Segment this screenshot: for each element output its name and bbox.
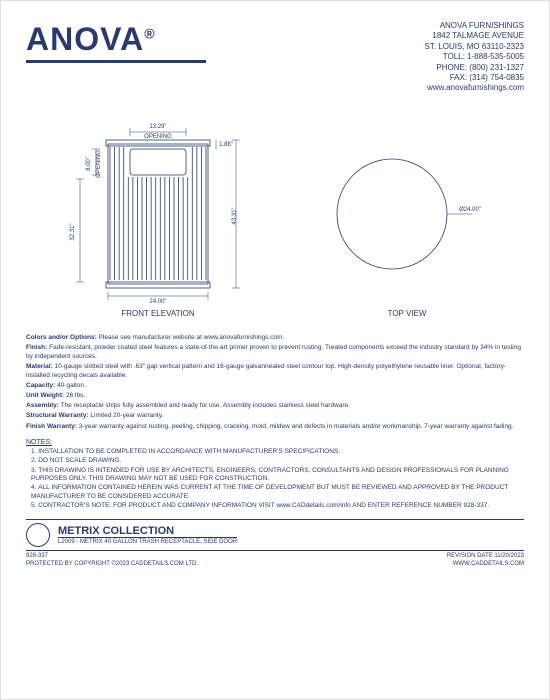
note-1: INSTALLATION TO BE COMPLETED IN ACCORDAN… (26, 448, 524, 456)
top-view: Ø24.00" TOP VIEW (322, 114, 492, 318)
note-3: THIS DRAWING IS INTENDED FOR USE BY ARCH… (26, 467, 524, 484)
front-elevation-label: FRONT ELEVATION (58, 309, 258, 318)
finish-warranty-text: 3-year warranty against rusting, peeling… (77, 423, 513, 430)
fax: FAX: (314) 754-0835 (425, 73, 524, 83)
collection-bar: METRIX COLLECTION L2009 - METRIX 40 GALL… (26, 519, 524, 551)
toll-free: TOLL: 1-888-535-5005 (425, 52, 524, 62)
address-line-2: ST. LOUIS, MO 63110-2323 (425, 42, 524, 52)
caddetails-url: WWW.CADDETAILS.COM (453, 561, 524, 567)
collection-description: L2009 - METRIX 40 GALLON TRASH RECEPTACL… (58, 537, 237, 545)
dim-opening-height: 8.00" (86, 157, 92, 171)
specifications: Colors and/or Options: Please see manufa… (26, 333, 524, 431)
capacity-text: 40-gallon. (55, 382, 85, 389)
material-text: 10-gauge slotted steel with .63" gap ver… (26, 363, 506, 379)
notes-title: NOTES: (26, 439, 524, 446)
top-view-svg: Ø24.00" (322, 114, 492, 304)
struct-warranty-label: Structural Warranty: (26, 412, 89, 419)
notes-list: INSTALLATION TO BE COMPLETED IN ACCORDAN… (26, 448, 524, 511)
finish-label: Finish: (26, 344, 47, 351)
website: www.anovafurnishings.com (425, 83, 524, 93)
revision-date: REVISION DATE 11/20/2023 (447, 553, 524, 559)
front-elevation-svg: 13.29" OPENING 1.88" 43.31" 8.00" OPENIN (58, 114, 258, 304)
dim-opening-label-side: OPENING (96, 150, 102, 178)
logo-text: ANOVA (26, 21, 144, 57)
dim-opening-width: 13.29" (149, 124, 166, 130)
colors-text: Please see manufacturer website at www.a… (97, 334, 285, 341)
collection-circle-icon (26, 523, 50, 547)
front-elevation: 13.29" OPENING 1.88" 43.31" 8.00" OPENIN (58, 114, 258, 318)
colors-label: Colors and/or Options: (26, 334, 97, 341)
footer: 928-337 REVISION DATE 11/20/2023 (26, 553, 524, 559)
struct-warranty-text: Limited 20-year warranty. (89, 412, 164, 419)
note-2: DO NOT SCALE DRAWING. (26, 457, 524, 465)
finish-warranty-label: Finish Warranty: (26, 423, 77, 430)
company-name: ANOVA FURNISHINGS (425, 21, 524, 31)
dim-slot-height: 32.31" (70, 223, 76, 240)
logo-block: ANOVA® (26, 21, 206, 63)
assembly-text: The receptacle ships fully assembled and… (59, 402, 350, 409)
drawings-area: 13.29" OPENING 1.88" 43.31" 8.00" OPENIN (26, 114, 524, 318)
top-view-label: TOP VIEW (322, 309, 492, 318)
finish-text: Fade-resistant, powder coated steel feat… (26, 344, 521, 360)
weight-label: Unit Weight: (26, 392, 64, 399)
reference-number: 928-337 (26, 553, 48, 559)
note-4: ALL INFORMATION CONTAINED HEREIN WAS CUR… (26, 484, 524, 501)
dim-diameter: Ø24.00" (459, 207, 481, 213)
note-5: CONTRACTOR'S NOTE: FOR PRODUCT AND COMPA… (26, 502, 524, 510)
dim-lip: 1.88" (219, 142, 233, 148)
copyright-row: PROTECTED BY COPYRIGHT ©2023 CADDETAILS.… (26, 561, 524, 567)
dim-width: 24.00" (149, 299, 166, 304)
dim-height: 43.31" (232, 207, 238, 224)
address-line-1: 1842 TALMAGE AVENUE (425, 31, 524, 41)
phone: PHONE: (800) 231-1327 (425, 63, 524, 73)
weight-text: 26 lbs. (64, 392, 85, 399)
logo-underline (26, 60, 206, 63)
copyright: PROTECTED BY COPYRIGHT ©2023 CADDETAILS.… (26, 561, 198, 567)
collection-name: METRIX COLLECTION (58, 525, 237, 537)
registered-mark: ® (144, 25, 155, 41)
logo: ANOVA® (26, 21, 206, 58)
header: ANOVA® ANOVA FURNISHINGS 1842 TALMAGE AV… (26, 21, 524, 94)
company-info: ANOVA FURNISHINGS 1842 TALMAGE AVENUE ST… (425, 21, 524, 94)
assembly-label: Assembly: (26, 402, 59, 409)
capacity-label: Capacity: (26, 382, 55, 389)
material-label: Material: (26, 363, 53, 370)
dim-opening-label-top: OPENING (144, 134, 172, 140)
